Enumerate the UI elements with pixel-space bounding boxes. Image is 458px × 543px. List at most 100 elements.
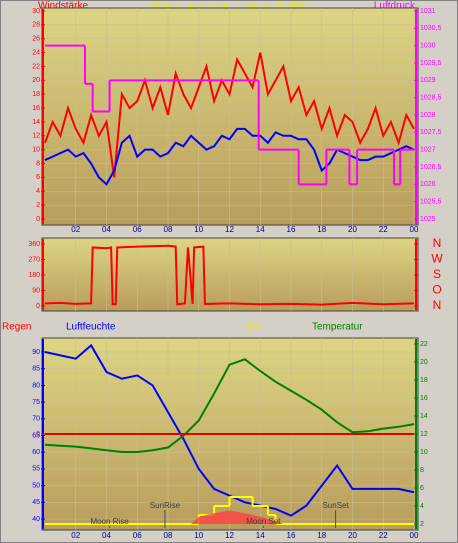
x-tick-label: 16	[287, 531, 296, 540]
y-tick-label: 6	[36, 174, 40, 181]
pressure-label: Luftdruck	[374, 1, 416, 12]
x-tick-label: 08	[164, 531, 173, 540]
y-tick-label: 1028,5	[420, 95, 442, 102]
x-tick-label: 14	[256, 531, 265, 540]
y-tick-label: 4	[420, 503, 424, 510]
annotation: SunSet	[322, 501, 349, 510]
area	[191, 510, 284, 524]
line	[44, 343, 415, 517]
y-tick-label: 30	[32, 8, 40, 15]
line	[44, 358, 415, 453]
x-tick-label: 22	[379, 225, 388, 234]
y-tick-label: 28	[32, 22, 40, 29]
x-tick-label: 14	[256, 225, 265, 234]
chart-title: 24 hour graph day: Februar 21 2017	[150, 1, 311, 12]
x-tick-label: 18	[317, 225, 326, 234]
y-tick-label: 65	[32, 432, 40, 439]
x-tick-label: 12	[225, 225, 234, 234]
y-tick-label: 1029,5	[420, 60, 442, 67]
x-tick-label: 12	[225, 531, 234, 540]
y-tick-label: 8	[36, 160, 40, 167]
y-tick-label: 4	[36, 188, 40, 195]
y-tick-label: 1028	[420, 112, 436, 119]
y-tick-label: 20	[32, 77, 40, 84]
x-tick-label: 00	[410, 531, 419, 540]
y-tick-label: 1030,5	[420, 25, 442, 32]
y-tick-label: 90	[32, 287, 40, 294]
x-tick-label: 18	[317, 531, 326, 540]
y-tick-label: 8	[420, 467, 424, 474]
y-tick-label: 20	[420, 359, 428, 366]
annotation: Moon Set	[246, 517, 281, 526]
y-tick-label: 0	[36, 303, 40, 310]
y-tick-label: 85	[32, 366, 40, 373]
y-tick-label: 1027	[420, 147, 436, 154]
y-tick-label: 14	[32, 119, 40, 126]
y-tick-label: 10	[420, 449, 428, 456]
y-tick-label: 18	[420, 377, 428, 384]
x-tick-label: 04	[102, 225, 111, 234]
annotation: Moon Rise	[90, 517, 129, 526]
y-tick-label: 40	[32, 516, 40, 523]
y-tick-label: 1025,5	[420, 199, 442, 206]
y-tick-label: 18	[32, 91, 40, 98]
y-tick-label: 0	[36, 431, 40, 438]
y-tick-label: W	[431, 252, 443, 266]
y-tick-label: 75	[32, 399, 40, 406]
x-tick-label: 16	[287, 225, 296, 234]
line	[44, 127, 415, 186]
y-tick-label: 360	[28, 241, 40, 248]
x-tick-label: 04	[102, 531, 111, 540]
x-tick-label: 06	[133, 225, 142, 234]
y-tick-label: 22	[32, 63, 40, 70]
y-tick-label: 16	[420, 395, 428, 402]
x-tick-label: 06	[133, 531, 142, 540]
y-tick-label: 24	[32, 49, 40, 56]
y-tick-label: 60	[32, 449, 40, 456]
line	[44, 52, 415, 178]
y-tick-label: 1030	[420, 43, 436, 50]
y-tick-label: 12	[32, 133, 40, 140]
y-tick-label: 1031	[420, 8, 436, 15]
y-tick-label: N	[433, 298, 442, 312]
y-tick-label: 2	[420, 521, 424, 528]
y-tick-label: 6	[420, 485, 424, 492]
line	[44, 244, 415, 306]
y-tick-label: 12	[420, 431, 428, 438]
y-tick-label: 22	[420, 341, 428, 348]
x-tick-label: 22	[379, 531, 388, 540]
temperature-label: Temperatur	[312, 322, 363, 333]
y-tick-label: 1026,5	[420, 164, 442, 171]
x-tick-label: 02	[71, 225, 80, 234]
x-tick-label: 20	[348, 225, 357, 234]
y-tick-label: 1027,5	[420, 129, 442, 136]
rain-label: Regen	[2, 322, 31, 333]
y-tick-label: 90	[32, 349, 40, 356]
plot-area	[41, 237, 419, 312]
y-tick-label: N	[433, 236, 442, 250]
y-tick-label: 1026	[420, 181, 436, 188]
y-tick-label: 50	[32, 482, 40, 489]
y-tick-label: 270	[28, 256, 40, 263]
y-tick-label: 16	[32, 105, 40, 112]
wind-label: Windstärke	[38, 1, 88, 12]
x-tick-label: 08	[164, 225, 173, 234]
annotation: SunRise	[150, 501, 181, 510]
y-tick-label: 0	[36, 216, 40, 223]
x-tick-label: 10	[194, 225, 203, 234]
y-tick-label: 10	[32, 147, 40, 154]
y-tick-label: 14	[420, 413, 428, 420]
y-tick-label: 45	[32, 499, 40, 506]
y-tick-label: 2	[36, 202, 40, 209]
y-tick-label: 70	[32, 416, 40, 423]
y-tick-label: 26	[32, 36, 40, 43]
uv-label: UV	[247, 322, 261, 333]
y-tick-label: 55	[32, 466, 40, 473]
y-tick-label: 1025	[420, 216, 436, 223]
y-tick-label: 1029	[420, 77, 436, 84]
y-tick-label: O	[432, 283, 441, 297]
plot-area	[41, 7, 419, 226]
humidity-label: Luftfeuchte	[66, 322, 116, 333]
